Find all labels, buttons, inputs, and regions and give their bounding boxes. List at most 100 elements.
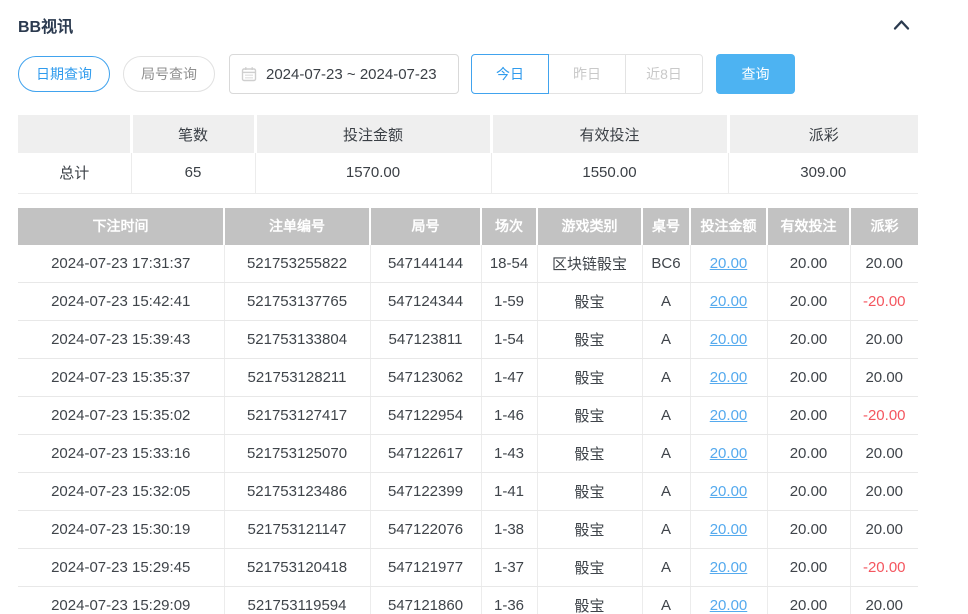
valid-bet-cell: 20.00: [766, 586, 850, 614]
table-id-cell: A: [641, 586, 690, 614]
bet-amount-link[interactable]: 20.00: [709, 293, 748, 310]
payout-cell: -20.00: [849, 548, 918, 587]
session-cell: 1-43: [480, 434, 537, 473]
search-button[interactable]: 查询: [716, 54, 795, 94]
bet-id-cell: 521753125070: [223, 434, 370, 473]
bet-amount-link[interactable]: 20.00: [709, 331, 748, 348]
records-header-cell: 局号: [369, 207, 481, 245]
records-header-cell: 投注金额: [689, 207, 767, 245]
payout-cell: 20.00: [849, 320, 918, 359]
payout-cell: -20.00: [849, 396, 918, 435]
table-id-cell: A: [641, 434, 690, 473]
game-type-cell: 骰宝: [536, 586, 642, 614]
session-cell: 1-37: [480, 548, 537, 587]
records-header-cell: 游戏类别: [536, 207, 642, 245]
round-id-cell: 547122617: [369, 434, 481, 473]
game-type-cell: 骰宝: [536, 434, 642, 473]
bet-id-cell: 521753123486: [223, 472, 370, 511]
bet-time-cell: 2024-07-23 15:35:02: [18, 396, 224, 435]
round-id-cell: 547122076: [369, 510, 481, 549]
valid-bet-cell: 20.00: [766, 282, 850, 321]
payout-cell: -20.00: [849, 282, 918, 321]
records-header-cell: 有效投注: [766, 207, 850, 245]
bet-amount-cell: 20.00: [689, 358, 767, 397]
session-cell: 1-41: [480, 472, 537, 511]
chevron-up-icon: [891, 20, 912, 38]
valid-bet-cell: 20.00: [766, 472, 850, 511]
quick-range-group: 今日 昨日 近8日: [471, 54, 703, 94]
bet-amount-link[interactable]: 20.00: [709, 521, 748, 538]
game-type-cell: 骰宝: [536, 548, 642, 587]
bet-amount-link[interactable]: 20.00: [709, 597, 748, 614]
session-cell: 1-36: [480, 586, 537, 614]
query-toolbar: 日期查询 局号查询 2024-07-23 ~ 2024-07-23 今日 昨日 …: [18, 54, 968, 94]
round-id-cell: 547121977: [369, 548, 481, 587]
table-row: 2024-07-23 15:32:05 521753123486 547122399…: [18, 472, 918, 511]
records-header-cell: 场次: [480, 207, 537, 245]
bet-amount-link[interactable]: 20.00: [709, 369, 748, 386]
bet-amount-cell: 20.00: [689, 320, 767, 359]
valid-bet-cell: 20.00: [766, 320, 850, 359]
bet-time-cell: 2024-07-23 15:42:41: [18, 282, 224, 321]
bet-time-cell: 2024-07-23 15:33:16: [18, 434, 224, 473]
bet-time-cell: 2024-07-23 15:29:45: [18, 548, 224, 587]
collapse-button[interactable]: [891, 15, 912, 35]
table-row: 2024-07-23 15:29:09 521753119594 547121860…: [18, 586, 918, 614]
round-id-cell: 547123062: [369, 358, 481, 397]
bet-id-cell: 521753255822: [223, 244, 370, 283]
quick-range-today[interactable]: 今日: [471, 54, 549, 94]
summary-total-bet-amount: 1570.00: [254, 153, 491, 194]
summary-header-row: 笔数 投注金额 有效投注 派彩: [18, 115, 918, 153]
quick-range-yesterday[interactable]: 昨日: [548, 54, 626, 94]
bet-amount-link[interactable]: 20.00: [709, 407, 748, 424]
table-row: 2024-07-23 15:39:43 521753133804 547123811…: [18, 320, 918, 359]
game-type-cell: 骰宝: [536, 396, 642, 435]
table-id-cell: A: [641, 472, 690, 511]
table-row: 2024-07-23 15:35:02 521753127417 547122954…: [18, 396, 918, 435]
session-cell: 18-54: [480, 244, 537, 283]
payout-cell: 20.00: [849, 510, 918, 549]
bet-time-cell: 2024-07-23 15:32:05: [18, 472, 224, 511]
session-cell: 1-59: [480, 282, 537, 321]
round-id-cell: 547124344: [369, 282, 481, 321]
bet-id-cell: 521753119594: [223, 586, 370, 614]
date-range-input[interactable]: 2024-07-23 ~ 2024-07-23: [229, 54, 459, 94]
game-type-cell: 骰宝: [536, 282, 642, 321]
bet-amount-link[interactable]: 20.00: [709, 483, 748, 500]
table-id-cell: A: [641, 358, 690, 397]
quick-range-last8[interactable]: 近8日: [625, 54, 703, 94]
date-query-tab[interactable]: 日期查询: [18, 56, 110, 92]
records-table: 下注时间 注单编号 局号 场次 游戏类别 桌号 投注金额 有效投注 派彩 2024-07-23 …: [18, 207, 918, 614]
table-id-cell: BC6: [641, 244, 690, 283]
round-id-cell: 547121860: [369, 586, 481, 614]
valid-bet-cell: 20.00: [766, 244, 850, 283]
panel-header: BB视讯: [0, 0, 968, 37]
bet-id-cell: 521753121147: [223, 510, 370, 549]
bet-amount-link[interactable]: 20.00: [709, 445, 748, 462]
bet-amount-cell: 20.00: [689, 396, 767, 435]
table-row: 2024-07-23 15:42:41 521753137765 547124344…: [18, 282, 918, 321]
payout-cell: 20.00: [849, 358, 918, 397]
summary-table: 笔数 投注金额 有效投注 派彩 总计 65 1570.00 1550.00 30…: [18, 115, 918, 194]
records-header-cell: 注单编号: [223, 207, 370, 245]
bet-amount-link[interactable]: 20.00: [709, 254, 748, 272]
table-id-cell: A: [641, 320, 690, 359]
summary-total-row: 总计 65 1570.00 1550.00 309.00: [18, 153, 918, 194]
payout-cell: 20.00: [849, 434, 918, 473]
bet-time-cell: 2024-07-23 15:29:09: [18, 586, 224, 614]
bet-id-cell: 521753133804: [223, 320, 370, 359]
bet-amount-link[interactable]: 20.00: [709, 559, 748, 576]
bet-amount-cell: 20.00: [689, 586, 767, 614]
game-type-cell: 区块链骰宝: [536, 244, 642, 283]
table-id-cell: A: [641, 396, 690, 435]
valid-bet-cell: 20.00: [766, 548, 850, 587]
round-query-tab[interactable]: 局号查询: [123, 56, 215, 92]
bet-id-cell: 521753137765: [223, 282, 370, 321]
round-id-cell: 547122954: [369, 396, 481, 435]
summary-header-payout: 派彩: [726, 115, 918, 153]
bet-time-cell: 2024-07-23 17:31:37: [18, 244, 224, 283]
table-row: 2024-07-23 15:30:19 521753121147 547122076…: [18, 510, 918, 549]
bet-amount-cell: 20.00: [689, 472, 767, 511]
valid-bet-cell: 20.00: [766, 434, 850, 473]
calendar-icon: [241, 66, 257, 82]
